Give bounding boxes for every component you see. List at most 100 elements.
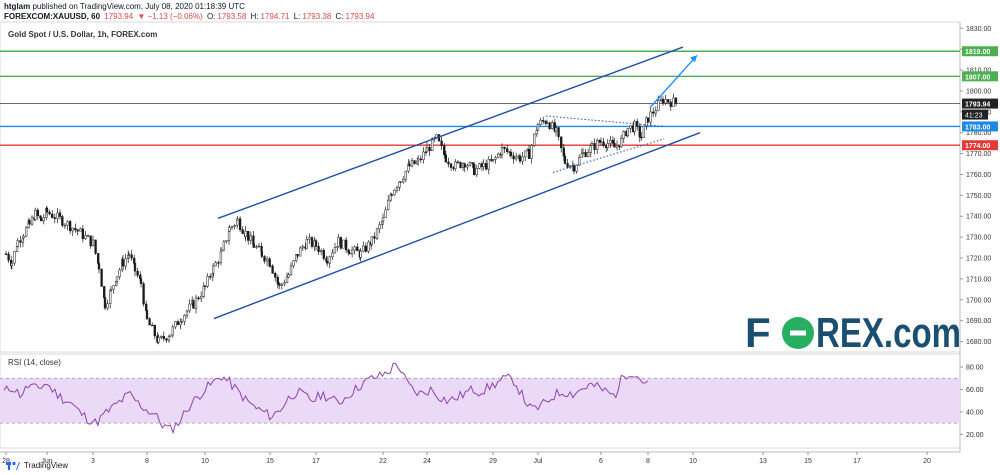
- candle-body: [61, 216, 64, 226]
- candle-body: [518, 155, 522, 162]
- candle-body: [268, 258, 271, 267]
- candle-body: [45, 207, 49, 213]
- candle-body: [86, 235, 90, 237]
- candle-body: [485, 163, 488, 170]
- candle-body: [299, 247, 302, 257]
- candle-body: [649, 111, 652, 123]
- candle-body: [220, 249, 223, 253]
- level-label: 1774.00: [965, 143, 990, 150]
- candle-body: [194, 297, 198, 309]
- candle-body: [384, 209, 387, 219]
- candle-body: [497, 153, 500, 158]
- x-tick-label: 8: [646, 458, 650, 465]
- x-tick-label: 10: [201, 458, 209, 465]
- level-tag: [962, 140, 998, 151]
- candle-body: [417, 158, 420, 162]
- candle-body: [443, 145, 446, 156]
- tradingview-footer[interactable]: TradingView: [6, 460, 68, 470]
- candle-body: [36, 209, 40, 217]
- candle-body: [428, 147, 431, 151]
- candle-body: [447, 161, 450, 165]
- candle-body: [209, 276, 212, 278]
- y-tick-label: 1680.00: [966, 339, 991, 346]
- candle-body: [22, 235, 25, 239]
- candle-body: [66, 221, 69, 226]
- candle-body: [425, 147, 429, 153]
- candle-body: [295, 254, 298, 261]
- candle-body: [162, 335, 165, 339]
- candle-body: [320, 250, 323, 253]
- candle-body: [491, 159, 495, 162]
- candle-body: [252, 243, 255, 248]
- candle-body: [353, 246, 356, 251]
- candle-body: [613, 142, 616, 148]
- candle-body: [165, 338, 168, 341]
- candle-body: [58, 212, 62, 217]
- candle-body: [280, 283, 283, 286]
- level-tag: [962, 46, 998, 57]
- candle-body: [39, 217, 43, 222]
- candle-body: [642, 125, 646, 138]
- candle-body: [171, 326, 174, 336]
- candle-body: [494, 157, 497, 160]
- candle-body: [109, 288, 113, 291]
- candle-body: [260, 245, 263, 252]
- x-tick-label: 20: [923, 458, 931, 465]
- candle-body: [509, 152, 513, 157]
- candle-body: [115, 276, 119, 282]
- candle-body: [322, 250, 325, 259]
- candle-body: [169, 334, 172, 337]
- candle-body: [51, 213, 54, 218]
- candle-body: [563, 155, 567, 164]
- candle-body: [370, 236, 373, 246]
- candle-body: [118, 269, 121, 278]
- candle-body: [459, 161, 462, 168]
- candle-body: [48, 211, 51, 215]
- triangle-upper-line: [545, 115, 665, 127]
- rsi-band: [0, 378, 960, 424]
- rsi-line: [3, 362, 649, 435]
- candle-body: [471, 162, 474, 165]
- candle-body: [112, 285, 115, 290]
- candle-body: [356, 246, 359, 252]
- candle-body: [278, 283, 281, 286]
- candle-body: [317, 246, 320, 253]
- candle-body: [545, 122, 549, 124]
- candle-body: [419, 158, 422, 161]
- y-tick-label: 1720.00: [966, 256, 991, 263]
- candle-body: [13, 251, 16, 264]
- candle-body: [626, 128, 630, 137]
- candle-body: [413, 160, 416, 165]
- rsi-tick-label: 40.00: [966, 409, 984, 416]
- rsi-tick-label: 20.00: [966, 432, 984, 439]
- candle-body: [211, 265, 215, 274]
- candle-body: [449, 163, 453, 168]
- y-tick-label: 1770.00: [966, 151, 991, 158]
- candle-body: [602, 141, 605, 146]
- candle-body: [271, 265, 274, 274]
- candle-body: [127, 254, 131, 256]
- candle-body: [554, 127, 558, 132]
- candle-body: [609, 139, 612, 144]
- candle-body: [535, 130, 538, 135]
- candle-body: [399, 181, 402, 183]
- candle-body: [466, 165, 469, 168]
- candle-body: [557, 127, 560, 138]
- candle-body: [200, 296, 203, 300]
- candle-body: [468, 162, 472, 166]
- level-label: 1807.00: [965, 74, 990, 81]
- candle-body: [160, 335, 163, 338]
- candle-body: [244, 230, 247, 237]
- candle-body: [339, 237, 343, 249]
- candle-body: [74, 227, 77, 230]
- candle-body: [362, 245, 365, 252]
- candle-body: [500, 146, 504, 156]
- candle-body: [25, 227, 28, 237]
- x-tick-label: 15: [804, 458, 812, 465]
- candle-body: [560, 136, 563, 149]
- high-value: 1794.71: [260, 12, 290, 21]
- candle-body: [487, 159, 490, 170]
- y-tick-label: 1700.00: [966, 297, 991, 304]
- candle-body: [472, 163, 476, 176]
- candle-body: [109, 290, 112, 304]
